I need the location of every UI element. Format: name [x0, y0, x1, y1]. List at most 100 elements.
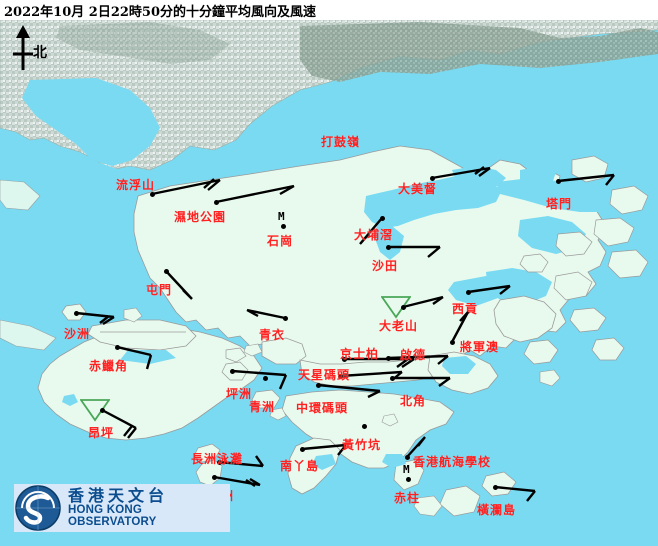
- wind-barb-icon: [301, 443, 347, 456]
- ne-island-1: [609, 185, 649, 215]
- wind-barb-icon: [557, 173, 615, 186]
- station-dot: [406, 477, 411, 482]
- station-label-16: 啟德: [400, 348, 427, 362]
- station-label-23: 長洲泳灘: [191, 452, 244, 466]
- station-label-4: 大美督: [398, 182, 438, 196]
- ne-island-4: [555, 231, 593, 257]
- station-label-15: 京士柏: [340, 347, 380, 361]
- station-dot: [405, 455, 410, 460]
- islet-a: [381, 413, 399, 427]
- ne-island-3: [607, 249, 649, 279]
- deep-bay-strip: [0, 140, 150, 188]
- station-label-5: 塔門: [546, 197, 573, 211]
- cwb-tail: [523, 339, 559, 365]
- station-dot: [466, 290, 471, 295]
- lamma-notch: [312, 454, 336, 470]
- station-dot: [386, 356, 391, 361]
- mainland-dark-hills-2: [56, 22, 230, 64]
- page-title: 2022年10月 2日22時50分的十分鐘平均風向及風速: [4, 5, 317, 20]
- clear-water-bay: [493, 295, 557, 343]
- station-dot: [316, 383, 321, 388]
- logo-chinese-name: 香港天文台: [68, 485, 169, 505]
- station-dot: [115, 345, 120, 350]
- wind-barb-icon: [431, 166, 491, 180]
- wind-barb-icon: [494, 485, 536, 502]
- station-label-18: 北角: [400, 394, 427, 408]
- station-dot: [283, 316, 288, 321]
- m-marker: M: [278, 210, 285, 223]
- wind-barb-icon: [344, 357, 415, 368]
- lamma-island: [287, 437, 341, 495]
- station-dot: [401, 305, 406, 310]
- station-label-7: 沙田: [372, 259, 399, 273]
- wind-barb-icon: [467, 284, 511, 295]
- north-label: 北: [33, 45, 47, 61]
- station-label-14: 將軍澳: [460, 340, 500, 354]
- west-islet-1: [123, 307, 143, 323]
- se-islet: [413, 495, 443, 517]
- station-dot: [338, 374, 343, 379]
- station-dot: [430, 176, 435, 181]
- wind-barb-icon: [231, 369, 288, 390]
- m-marker: M: [403, 463, 410, 476]
- airport-channel: [120, 350, 176, 364]
- station-dot: [164, 269, 169, 274]
- sk-island-3: [591, 337, 625, 361]
- station-label-22: 昂坪: [88, 426, 115, 440]
- sk-island-1: [553, 271, 593, 301]
- wind-barb-icon: [218, 455, 264, 468]
- ne-bay-2: [570, 178, 612, 198]
- station-label-10: 赤鱲角: [89, 359, 129, 373]
- station-label-1: 流浮山: [116, 178, 156, 192]
- station-dot: [493, 485, 498, 490]
- chek-lap-kok: [87, 319, 197, 351]
- mainland-dark-hills: [300, 22, 658, 82]
- repulse-bay-cut: [382, 454, 406, 468]
- station-label-6: 大埔滘: [354, 228, 394, 242]
- station-label-8: 屯門: [146, 283, 173, 297]
- ne-island-2: [593, 217, 635, 247]
- station-label-25: 南丫島: [280, 459, 320, 473]
- station-dot: [386, 245, 391, 250]
- wind-barb-icon: [392, 376, 451, 387]
- station-dot: [150, 192, 155, 197]
- ne-bay-1: [520, 166, 556, 186]
- station-label-2: 濕地公園: [174, 210, 227, 224]
- wind-barb-icon: [116, 345, 153, 370]
- wind-barb-icon: [359, 217, 383, 245]
- wind-barb-icon: [213, 475, 261, 487]
- station-dot: [380, 216, 385, 221]
- wind-barb-icon: [246, 308, 286, 320]
- wind-barb-icon: [165, 270, 193, 300]
- station-label-26: 黃竹坑: [342, 438, 382, 452]
- islet-b: [269, 407, 287, 421]
- station-label-12: 大老山: [379, 319, 419, 333]
- wind-barb-icon: [402, 295, 444, 309]
- hko-swirl-icon: [14, 484, 62, 532]
- west-edge-land: [0, 179, 41, 211]
- wind-barb-icon: [101, 408, 137, 439]
- wind-barb-icon: [75, 311, 115, 326]
- sk-island-4: [519, 253, 549, 273]
- station-dot: [556, 179, 561, 184]
- station-dot: [390, 376, 395, 381]
- tolo-sha-tin-arm: [374, 222, 404, 260]
- station-label-3: 石崗: [267, 234, 294, 248]
- station-label-19: 中環碼頭: [296, 401, 349, 415]
- islet-c: [243, 343, 263, 357]
- station-dot: [230, 369, 235, 374]
- north-arrow-icon: [13, 25, 33, 70]
- junk-bay-water: [442, 356, 476, 374]
- station-dot: [263, 376, 268, 381]
- north-arrow: 北: [6, 22, 60, 74]
- station-label-9: 沙洲: [64, 327, 91, 341]
- station-dot: [100, 408, 105, 413]
- map-canvas[interactable]: 打鼓嶺 流浮山 濕地公園 M 石崗 大美督 塔門 大埔滘 沙田 屯門 沙洲 赤鱲角 青衣 大老山 西貢 將軍澳…: [0, 20, 658, 546]
- wind-barb-icon: [388, 245, 441, 258]
- tolo-harbour: [364, 176, 502, 228]
- station-dot: [281, 224, 286, 229]
- wind-barb-icon: [317, 383, 381, 399]
- station-label-17: 天星碼頭: [298, 368, 351, 382]
- logo-english-name: HONG KONG OBSERVATORY: [68, 504, 157, 529]
